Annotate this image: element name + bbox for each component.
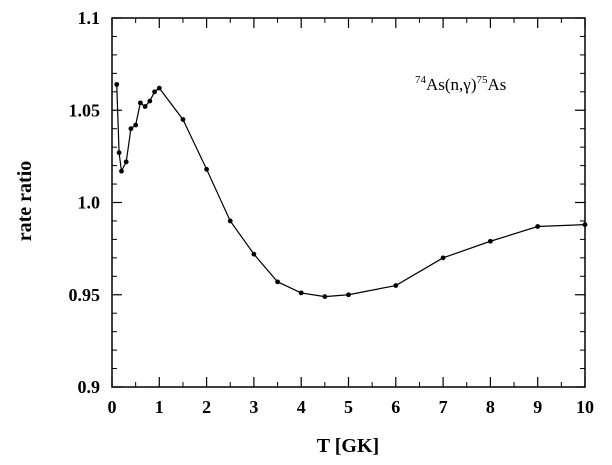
series-layer xyxy=(114,82,588,299)
y-tick-label: 1.05 xyxy=(69,100,101,120)
data-point xyxy=(133,122,139,128)
plot-frame xyxy=(111,17,586,388)
x-tick-label: 6 xyxy=(391,397,400,417)
data-point xyxy=(116,150,122,156)
data-point xyxy=(346,292,351,298)
data-point xyxy=(137,100,143,106)
x-tick-label: 4 xyxy=(297,397,306,417)
plot-area-border xyxy=(111,17,586,388)
data-point xyxy=(227,218,233,224)
y-axis-ticks xyxy=(112,17,585,388)
data-point xyxy=(147,98,153,104)
x-tick-label: 10 xyxy=(576,397,594,417)
y-tick-label: 1.1 xyxy=(78,8,101,28)
x-tick-label: 1 xyxy=(155,397,164,417)
y-tick-label: 0.9 xyxy=(78,377,101,397)
data-point xyxy=(123,159,129,165)
data-point xyxy=(488,238,493,244)
data-point xyxy=(393,283,399,288)
data-point xyxy=(298,290,304,296)
data-point xyxy=(180,117,186,122)
data-point xyxy=(119,168,124,174)
x-tick-label: 3 xyxy=(249,397,258,417)
x-axis-ticks xyxy=(111,18,586,387)
data-point xyxy=(152,89,157,95)
data-point xyxy=(156,85,162,91)
x-axis-tick-labels: 0 1 2 3 4 5 6 7 8 9 10 xyxy=(108,397,595,417)
x-tick-label: 8 xyxy=(486,397,495,417)
x-tick-label: 7 xyxy=(439,397,448,417)
x-tick-label: 0 xyxy=(108,397,117,417)
data-point xyxy=(322,294,328,299)
data-point xyxy=(114,82,120,87)
data-point xyxy=(275,279,280,285)
y-tick-label: 0.95 xyxy=(69,285,101,305)
y-axis-tick-labels: 0.9 0.95 1.0 1.05 1.1 xyxy=(69,8,101,397)
annotation-product-text: As xyxy=(487,75,506,94)
data-point xyxy=(142,104,148,109)
y-tick-label: 1.0 xyxy=(78,193,101,213)
annotation-reaction-text: As(n,γ) xyxy=(426,75,476,94)
annotation-mass-74: 74 xyxy=(415,74,427,86)
series-line xyxy=(116,84,586,298)
x-tick-label: 9 xyxy=(533,397,542,417)
y-axis-label: rate ratio xyxy=(14,161,36,242)
data-point xyxy=(128,126,134,132)
annotation-mass-75: 75 xyxy=(476,74,488,86)
data-point xyxy=(204,166,210,172)
x-axis-label: T [GK] xyxy=(317,435,379,457)
reaction-annotation: 74As(n,γ)75As xyxy=(415,74,506,94)
data-point xyxy=(535,224,541,229)
data-point xyxy=(440,255,446,261)
data-point xyxy=(582,222,588,228)
x-tick-label: 5 xyxy=(344,397,353,417)
data-point xyxy=(251,251,257,257)
x-tick-label: 2 xyxy=(202,397,211,417)
